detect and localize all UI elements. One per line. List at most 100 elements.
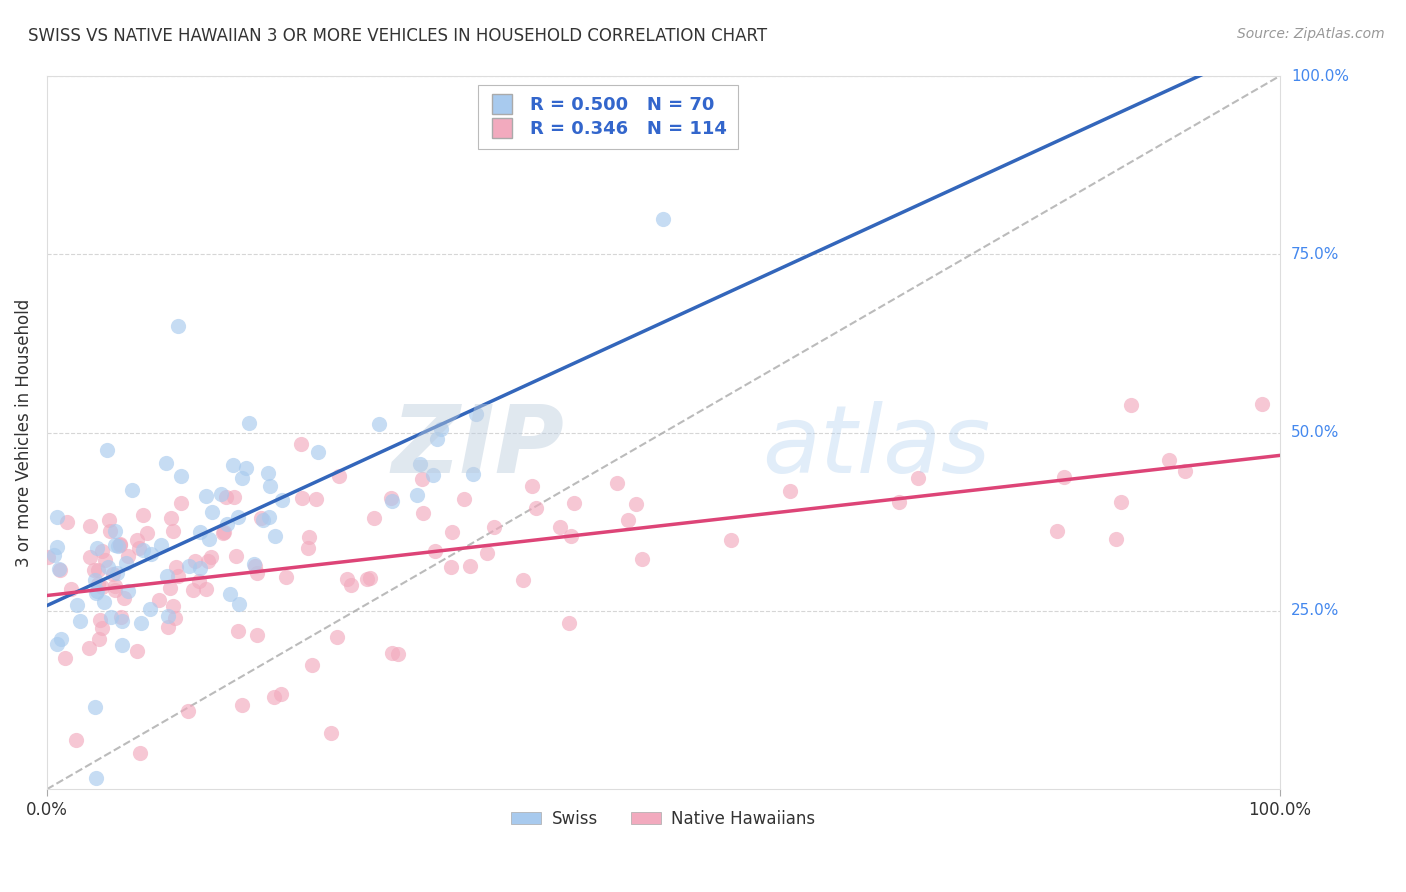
Point [270,687,292,701]
Point [65,732,87,747]
Point [107,539,129,553]
Text: SWISS VS NATIVE HAWAIIAN 3 OR MORE VEHICLES IN HOUSEHOLD CORRELATION CHART: SWISS VS NATIVE HAWAIIAN 3 OR MORE VEHIC… [28,27,768,45]
Point [228,597,250,611]
Point [167,569,190,583]
Point [108,537,131,551]
Point [90,581,112,595]
Point [115,556,138,570]
Point [250,511,273,525]
Point [117,549,139,564]
Point [246,566,269,580]
Point [110,609,132,624]
Point [188,561,211,575]
Point [121,483,143,498]
Point [156,620,179,634]
Point [430,422,453,436]
Point [131,616,153,631]
Point [200,550,222,565]
Point [440,560,463,574]
Point [104,583,127,598]
Point [887,495,910,509]
Point [45,540,67,554]
Point [79,640,101,655]
Point [412,506,434,520]
Point [215,517,238,532]
Point [166,560,188,574]
Point [301,658,323,673]
Point [84,586,107,600]
Point [359,571,381,585]
Point [84,574,107,588]
Point [631,552,654,566]
Point [100,610,122,624]
Point [201,505,224,519]
Point [411,472,433,486]
Point [90,621,112,635]
Point [183,554,205,568]
Point [65,598,87,612]
Point [96,443,118,458]
Point [562,496,585,510]
Point [46,637,69,651]
Point [215,490,238,504]
Point [86,584,108,599]
Point [86,541,108,556]
Point [461,467,484,482]
Point [155,456,177,470]
Point [1105,532,1128,546]
Point [97,560,120,574]
Point [558,616,581,631]
Point [606,475,628,490]
Point [48,562,70,576]
Point [422,467,444,482]
Point [1119,398,1142,412]
Point [83,563,105,577]
Point [321,726,343,740]
Point [222,458,245,473]
Point [139,601,162,615]
Point [93,595,115,609]
Point [91,544,114,558]
Point [779,483,801,498]
Point [87,576,110,591]
Point [188,524,211,539]
Point [1109,495,1132,509]
Text: 50.0%: 50.0% [1291,425,1339,440]
Point [356,572,378,586]
Point [305,492,328,507]
Point [245,559,267,574]
Point [87,563,110,577]
Point [465,407,488,421]
Point [224,491,246,505]
Point [212,524,235,539]
Point [112,591,135,606]
Point [160,511,183,525]
Point [381,494,404,508]
Point [380,491,402,505]
Point [162,524,184,538]
Point [243,557,266,571]
Point [257,466,280,480]
Point [84,771,107,785]
Text: atlas: atlas [762,401,990,492]
Text: 100.0%: 100.0% [1291,69,1348,84]
Point [522,479,544,493]
Point [405,488,427,502]
Point [104,578,127,592]
Point [326,631,349,645]
Point [617,513,640,527]
Point [560,529,582,543]
Point [104,524,127,538]
Point [259,479,281,493]
Point [98,513,121,527]
Point [44,548,66,562]
Point [159,582,181,596]
Point [111,638,134,652]
Point [228,510,250,524]
Point [69,614,91,628]
Point [198,532,221,546]
Point [252,513,274,527]
Point [197,554,219,568]
Point [148,593,170,607]
Point [169,496,191,510]
